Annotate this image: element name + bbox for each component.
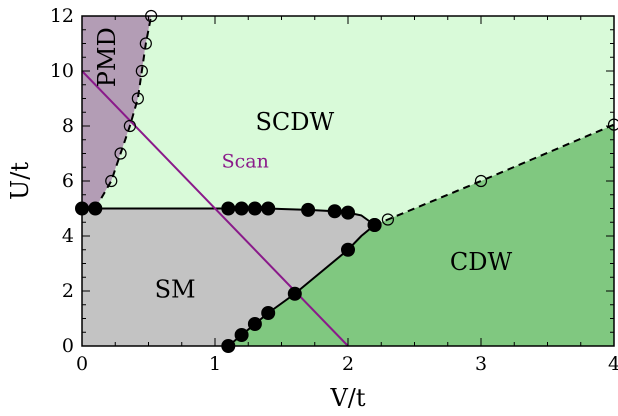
data-markers (75, 9, 618, 353)
region-label-sm: SM (155, 276, 196, 304)
data-point-1-6 (261, 201, 276, 216)
y-tick-label: 12 (50, 5, 74, 27)
data-point-3-2 (114, 147, 127, 160)
x-tick-label: 0 (76, 353, 88, 375)
y-axis-label: U/t (6, 162, 34, 200)
data-point-3-5 (135, 64, 148, 78)
boundary-line-4 (374, 123, 615, 226)
region-sm (82, 208, 375, 346)
data-point-1-8 (327, 204, 342, 219)
data-point-1-4 (234, 201, 249, 216)
x-tick-label: 3 (475, 353, 487, 375)
data-point-1-5 (247, 201, 262, 216)
data-point-2-6 (341, 242, 355, 257)
x-tick-label: 2 (342, 353, 354, 375)
region-label-pmd: PMD (93, 27, 121, 87)
data-point-4-1 (381, 213, 394, 226)
phase-regions (82, 16, 615, 346)
y-tick-label: 10 (50, 60, 74, 82)
x-tick-label: 1 (209, 353, 221, 375)
data-point-2-5 (287, 286, 302, 301)
data-point-1-3 (221, 201, 236, 216)
scan-line (81, 70, 349, 347)
region-pmd (82, 16, 152, 209)
scan-label: Scan (222, 150, 269, 172)
data-point-1-7 (301, 202, 316, 217)
data-point-2-7 (367, 218, 382, 232)
region-label-scdw: SCDW (255, 108, 334, 136)
x-tick-label: 4 (608, 353, 618, 375)
y-tick-label: 0 (62, 335, 74, 357)
data-point-3-4 (131, 92, 144, 105)
y-tick-label: 8 (62, 115, 74, 137)
data-point-2-3 (247, 317, 262, 331)
data-point-2-2 (234, 328, 249, 342)
data-point-3-3 (123, 119, 136, 133)
boundary-line-3 (94, 15, 153, 210)
data-point-4-2 (474, 174, 488, 188)
data-point-1-2 (88, 201, 103, 216)
region-cdw (228, 124, 615, 346)
data-point-3-1 (105, 174, 118, 188)
region-labels: PMD SCDW SM CDW (93, 27, 512, 303)
region-label-cdw: CDW (450, 248, 513, 276)
data-point-3-6 (139, 37, 152, 50)
region-scdw (95, 16, 615, 225)
y-tick-label: 4 (62, 225, 74, 247)
y-tick-label: 6 (62, 170, 74, 192)
y-tick-label: 2 (62, 280, 74, 302)
scan-line-group: Scan (81, 70, 349, 347)
data-point-1-9 (341, 205, 355, 220)
x-axis-label: V/t (329, 384, 365, 412)
data-point-2-4 (261, 306, 276, 320)
